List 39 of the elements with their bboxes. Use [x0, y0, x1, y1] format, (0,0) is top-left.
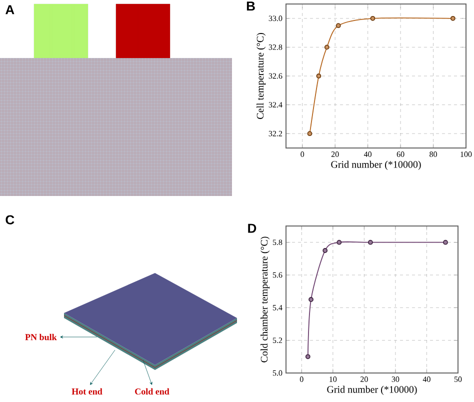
y-tick-label: 32.2 [268, 130, 282, 136]
x-tick-label: 40 [422, 376, 430, 382]
x-tick-label: 20 [331, 152, 339, 157]
x-tick-label: 10 [330, 376, 337, 382]
x-tick-label: 80 [430, 152, 437, 157]
point [443, 240, 448, 245]
x-tick-label: 0 [300, 152, 304, 157]
y-tick-label: 32.6 [268, 73, 282, 79]
y-tick-label: 33.0 [268, 16, 282, 22]
x-tick-label: 30 [392, 376, 400, 382]
y-tick-label: 5.2 [272, 338, 282, 344]
text: Hot end [72, 388, 102, 395]
text: A [6, 5, 14, 14]
y-axis-title: Cold chamber temperature (°C) [260, 236, 270, 362]
point [322, 248, 328, 253]
chart-title: D [248, 224, 256, 233]
x-tick-label: 40 [364, 152, 372, 157]
y-tick-label: 5.0 [272, 370, 282, 376]
y-tick-label: 5.4 [272, 304, 282, 310]
y-tick-label: 5.8 [272, 240, 282, 246]
y-axis-title: Cell temperature (°C) [256, 33, 266, 119]
chart-title: B [246, 2, 255, 11]
y-tick-label: 32.4 [268, 102, 282, 108]
point [305, 354, 310, 360]
x-tick-label: 20 [360, 376, 368, 382]
y-tick-label: 5.6 [272, 272, 282, 278]
x-tick-label: 0 [300, 376, 304, 382]
point [308, 297, 314, 302]
x-tick-label: 100 [460, 152, 472, 157]
x-axis-title: Grid number (*10000) [331, 160, 421, 170]
text: PN bulk [25, 334, 57, 340]
point [368, 240, 373, 245]
x-tick-label: 60 [396, 152, 404, 157]
text: Cold end [135, 388, 170, 395]
text: C [6, 215, 14, 224]
point [336, 240, 342, 245]
x-tick-label: 50 [454, 376, 462, 382]
y-tick-label: 32.8 [268, 44, 282, 50]
x-axis-title: Grid number (*10000) [327, 386, 417, 395]
